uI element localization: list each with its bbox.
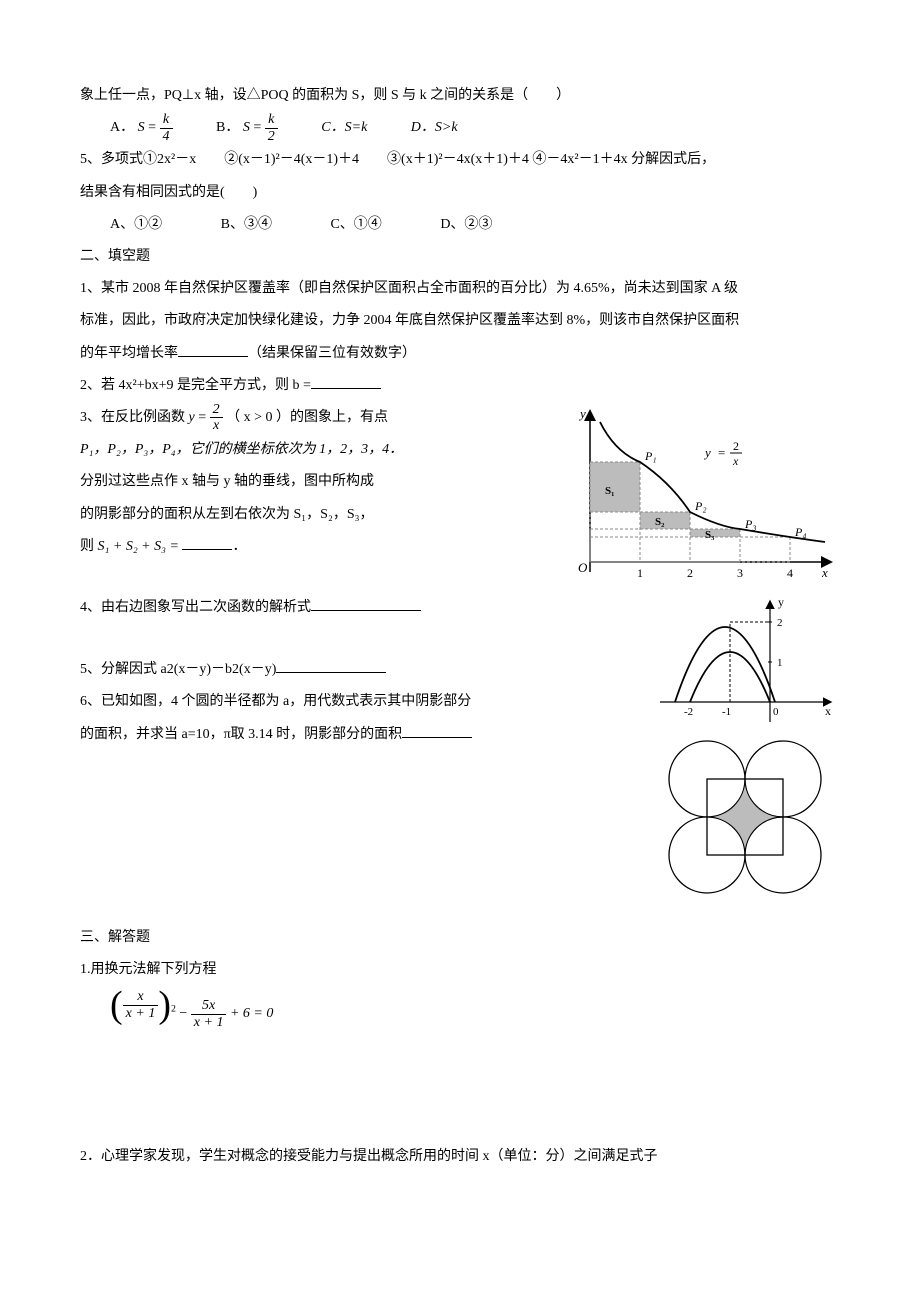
f3-l1: 3、在反比例函数 y = 2x （ x > 0 ）的图象上，有点 xyxy=(80,402,560,434)
f2: 2、若 4x²+bx+9 是完全平方式，则 b = xyxy=(80,370,840,402)
blank xyxy=(182,535,232,550)
svg-text:y: y xyxy=(778,595,784,609)
f3-l4: 的阴影部分的面积从左到右依次为 S₁，S₂，S₃， xyxy=(80,499,560,531)
q5-opt-a: A、①② xyxy=(110,209,162,241)
svg-text:x: x xyxy=(825,704,831,718)
q4-opt-a: A． S = k4 xyxy=(110,112,173,144)
svg-text:-2: -2 xyxy=(684,706,693,718)
f4-figure: x y 1 2 -2 -1 0 xyxy=(650,592,840,732)
q5-opt-c: C、①④ xyxy=(330,209,381,241)
blank xyxy=(276,658,386,673)
svg-text:2: 2 xyxy=(777,617,783,629)
f1-l3: 的年平均增长率（结果保留三位有效数字） xyxy=(80,338,840,370)
s1-eq: ( xx + 1 ) 2 − 5xx + 1 + 6 = 0 xyxy=(80,986,840,1030)
f6-figure xyxy=(650,732,840,902)
f6-l2: 的面积，并求当 a=10，π取 3.14 时，阴影部分的面积 xyxy=(80,719,650,751)
svg-text:3: 3 xyxy=(737,566,743,580)
f3-figure: O x y 1 2 3 4 P₁ P₂ P₃ P₄ S₁ S xyxy=(560,402,840,592)
q4-stem: 象上任一点，PQ⊥x 轴，设△POQ 的面积为 S，则 S 与 k 之间的关系是… xyxy=(80,80,840,112)
q5-line2: 结果含有相同因式的是( ) xyxy=(80,177,840,209)
section-2-title: 二、填空题 xyxy=(80,241,840,273)
svg-text:y: y xyxy=(578,406,586,421)
svg-text:S₃: S₃ xyxy=(705,529,715,541)
f1-l1: 1、某市 2008 年自然保护区覆盖率（即自然保护区面积占全市面积的百分比）为 … xyxy=(80,273,840,305)
s2-l1: 2．心理学家发现，学生对概念的接受能力与提出概念所用的时间 x（单位：分）之间满… xyxy=(80,1141,840,1173)
q5-opt-d: D、②③ xyxy=(440,209,492,241)
q4-opt-c: C．S=k xyxy=(321,112,367,144)
f6-l1: 6、已知如图，4 个圆的半径都为 a，用代数式表示其中阴影部分 xyxy=(80,686,650,718)
f3-l5: 则 S₁ + S₂ + S₃ = ． xyxy=(80,531,560,563)
f5: 5、分解因式 a2(x－y)－b2(x－y) xyxy=(80,654,650,686)
q4-opt-d: D．S>k xyxy=(411,112,458,144)
svg-text:x: x xyxy=(821,565,828,580)
svg-text:-1: -1 xyxy=(722,706,731,718)
svg-text:O: O xyxy=(578,560,588,575)
svg-text:P₃: P₃ xyxy=(744,517,757,531)
s1-title: 1.用换元法解下列方程 xyxy=(80,954,840,986)
f3-l2: P₁，P₂，P₃，P₄，它们的横坐标依次为 1，2，3，4． xyxy=(80,434,560,466)
svg-text:x: x xyxy=(732,454,739,468)
q5-options: A、①② B、③④ C、①④ D、②③ xyxy=(80,209,840,241)
blank xyxy=(311,374,381,389)
f4: 4、由右边图象写出二次函数的解析式 xyxy=(80,592,650,624)
f1-l2: 标准，因此，市政府决定加快绿化建设，力争 2004 年底自然保护区覆盖率达到 8… xyxy=(80,305,840,337)
blank xyxy=(178,342,248,357)
svg-text:2: 2 xyxy=(687,566,693,580)
svg-text:1: 1 xyxy=(777,657,783,669)
blank xyxy=(311,596,421,611)
svg-text:0: 0 xyxy=(773,706,779,718)
svg-text:S₁: S₁ xyxy=(605,485,614,497)
svg-text:P₂: P₂ xyxy=(694,499,707,513)
q4-options: A． S = k4 B． S = k2 C．S=k D．S>k xyxy=(80,112,840,144)
svg-text:=: = xyxy=(718,445,725,460)
q5-line1: 5、多项式①2x²－x ②(x－1)²－4(x－1)＋4 ③(x＋1)²－4x(… xyxy=(80,144,840,176)
svg-text:y: y xyxy=(703,445,711,460)
svg-text:4: 4 xyxy=(787,566,793,580)
svg-text:1: 1 xyxy=(637,566,643,580)
section-3-title: 三、解答题 xyxy=(80,922,840,954)
svg-text:P₁: P₁ xyxy=(644,449,657,463)
q5-opt-b: B、③④ xyxy=(221,209,272,241)
blank xyxy=(402,723,472,738)
svg-text:P₄: P₄ xyxy=(794,525,807,539)
svg-text:2: 2 xyxy=(733,439,739,453)
svg-text:S₂: S₂ xyxy=(655,516,665,528)
q4-opt-b: B． S = k2 xyxy=(216,112,278,144)
f3-l3: 分别过这些点作 x 轴与 y 轴的垂线，图中所构成 xyxy=(80,466,560,498)
